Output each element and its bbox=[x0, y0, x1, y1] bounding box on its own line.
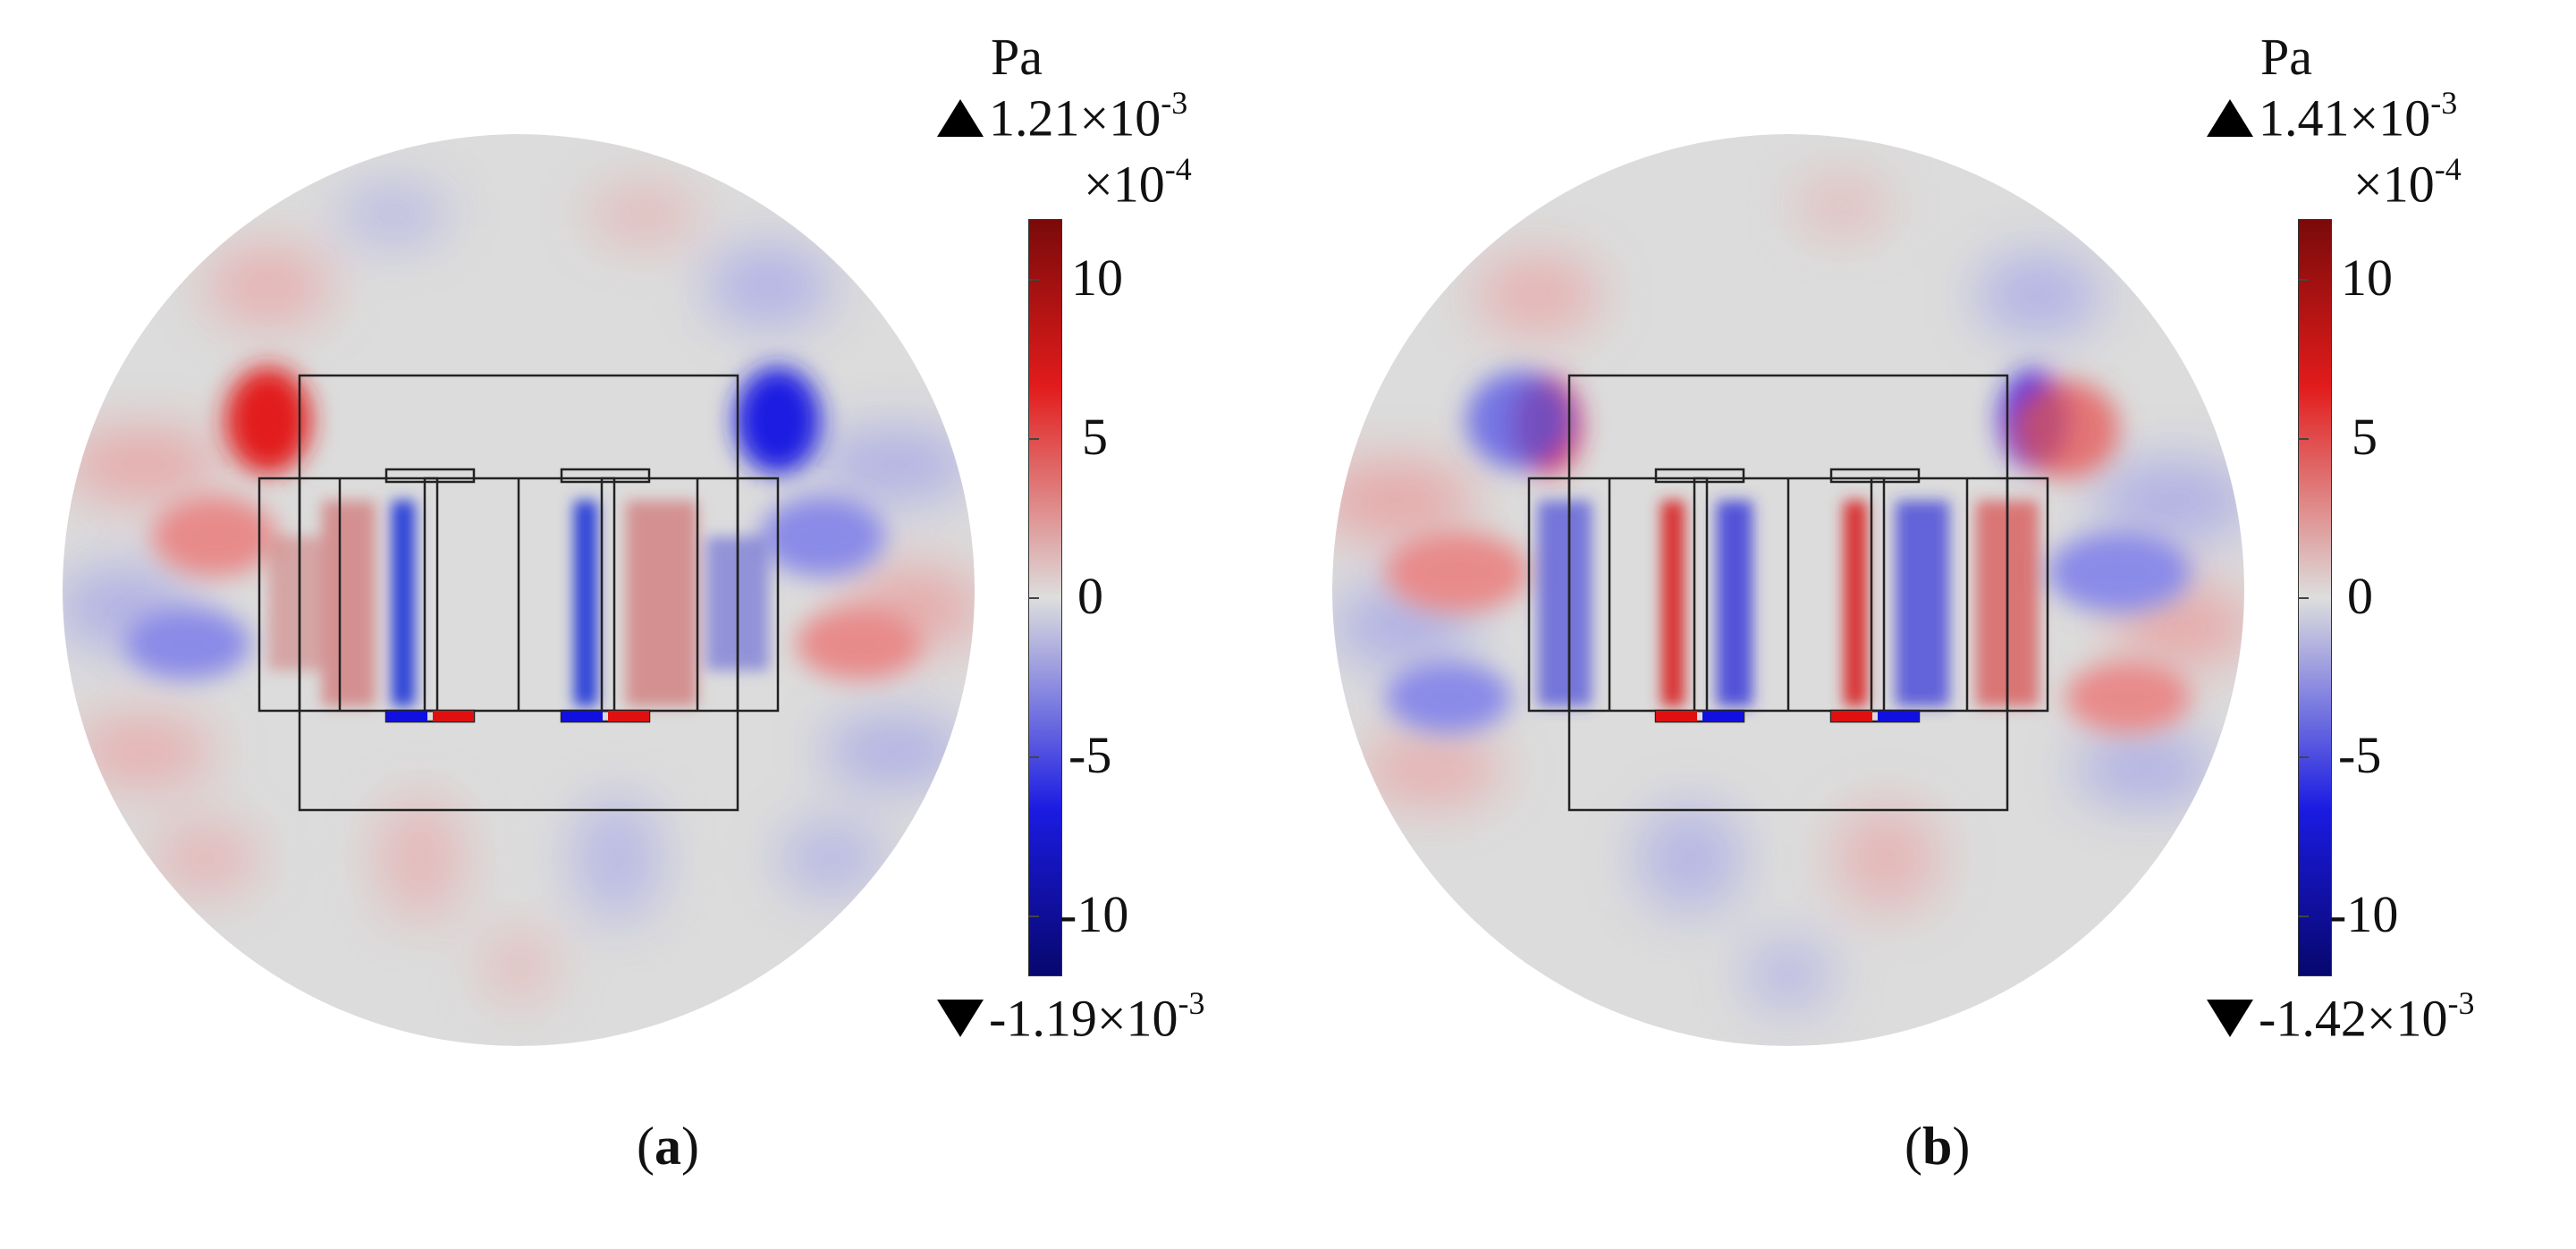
min-exp: -3 bbox=[2447, 985, 2475, 1021]
min-mantissa: -1.19 bbox=[989, 989, 1097, 1048]
caption-open: ( bbox=[1905, 1117, 1922, 1176]
tick-label: -5 bbox=[1068, 726, 1112, 784]
tick-label: 5 bbox=[1082, 408, 1108, 466]
colorbar-tick bbox=[1028, 438, 1039, 440]
colorbar-tick bbox=[2298, 438, 2309, 440]
caption-close: ) bbox=[1952, 1117, 1971, 1176]
colorbar-tick bbox=[2298, 916, 2309, 917]
max-value-label: 1.41×10-3 bbox=[2207, 85, 2458, 148]
unit-label: Pa bbox=[991, 28, 1043, 86]
mult-exp: -4 bbox=[2434, 151, 2462, 187]
tick-label: -5 bbox=[2338, 726, 2382, 784]
min-value-label: -1.42×10-3 bbox=[2207, 985, 2475, 1048]
colorbar-tick bbox=[1028, 597, 1039, 599]
max-value-label: 1.21×10-3 bbox=[937, 85, 1188, 148]
max-base: ×10 bbox=[1079, 89, 1161, 148]
caption-close: ) bbox=[680, 1117, 699, 1176]
max-mantissa: 1.21 bbox=[989, 89, 1080, 148]
tick-label: 0 bbox=[1077, 567, 1103, 625]
min-exp: -3 bbox=[1178, 985, 1205, 1021]
min-base: ×10 bbox=[2366, 989, 2448, 1048]
tick-label: 10 bbox=[1071, 249, 1123, 307]
min-base: ×10 bbox=[1096, 989, 1178, 1048]
min-mantissa: -1.42 bbox=[2259, 989, 2367, 1048]
pressure-field-plot-a bbox=[63, 134, 975, 1046]
mult-base: ×10 bbox=[1084, 155, 1165, 214]
panel-b: Pa 1.41×10-3 ×10-4 10 5 0 -5 -10 -1.42×1… bbox=[1270, 0, 2557, 1249]
mult-exp: -4 bbox=[1164, 151, 1192, 187]
colorbar-multiplier: ×10-4 bbox=[1084, 151, 1192, 214]
caption-letter: b bbox=[1921, 1117, 1953, 1176]
tick-label: 0 bbox=[2347, 567, 2373, 625]
caption-a: (a) bbox=[637, 1116, 699, 1177]
max-exp: -3 bbox=[2430, 85, 2458, 121]
colorbar-tick bbox=[1028, 279, 1039, 281]
colorbar-multiplier: ×10-4 bbox=[2353, 151, 2462, 214]
caption-open: ( bbox=[637, 1117, 655, 1176]
colorbar-tick bbox=[1028, 916, 1039, 917]
pressure-field-plot-b bbox=[1332, 134, 2244, 1046]
tick-label: 5 bbox=[2352, 408, 2378, 466]
max-mantissa: 1.41 bbox=[2259, 89, 2350, 148]
max-triangle-icon bbox=[2207, 99, 2253, 138]
tick-label: -10 bbox=[1060, 885, 1129, 943]
colorbar-tick bbox=[2298, 756, 2309, 758]
tick-label: 10 bbox=[2341, 249, 2393, 307]
min-triangle-icon bbox=[937, 1000, 984, 1038]
colorbar-tick bbox=[2298, 597, 2309, 599]
max-base: ×10 bbox=[2349, 89, 2431, 148]
caption-b: (b) bbox=[1905, 1116, 1970, 1177]
tick-label: -10 bbox=[2329, 885, 2399, 943]
mult-base: ×10 bbox=[2353, 155, 2435, 214]
max-triangle-icon bbox=[937, 99, 984, 138]
caption-letter: a bbox=[654, 1117, 681, 1176]
unit-label: Pa bbox=[2260, 28, 2312, 86]
panel-a: Pa 1.21×10-3 ×10-4 10 5 0 -5 -10 -1.19×1… bbox=[63, 28, 1205, 1177]
colorbar-tick bbox=[2298, 279, 2309, 281]
colorbar-tick bbox=[1028, 756, 1039, 758]
max-exp: -3 bbox=[1161, 85, 1188, 121]
min-triangle-icon bbox=[2207, 1000, 2253, 1038]
min-value-label: -1.19×10-3 bbox=[937, 985, 1205, 1048]
